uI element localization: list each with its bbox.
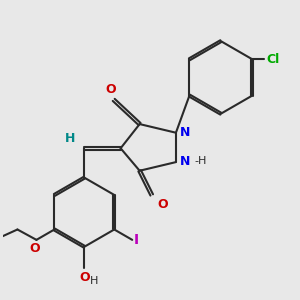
Text: I: I [134, 233, 139, 247]
Text: N: N [179, 125, 190, 139]
Text: H: H [64, 132, 75, 145]
Text: H: H [89, 276, 98, 286]
Text: O: O [105, 83, 116, 96]
Text: Cl: Cl [266, 53, 279, 66]
Text: N: N [179, 155, 190, 168]
Text: O: O [79, 271, 90, 284]
Text: O: O [29, 242, 40, 255]
Text: -H: -H [195, 156, 207, 167]
Text: O: O [157, 198, 167, 212]
